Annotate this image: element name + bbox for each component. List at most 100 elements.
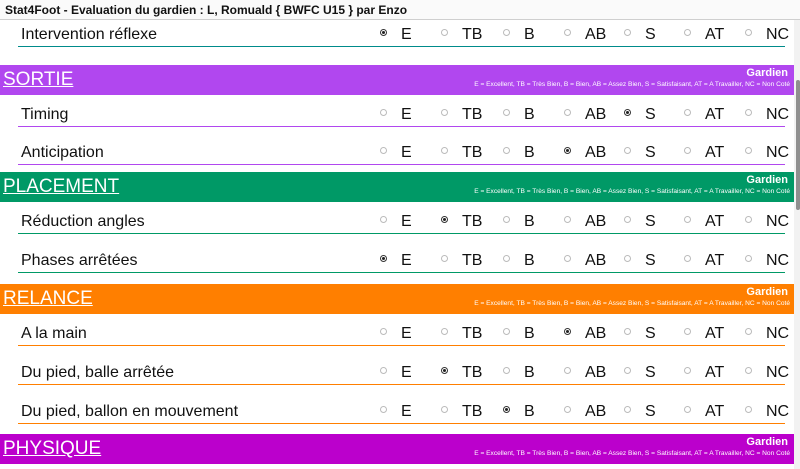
radio-s[interactable] [624,367,631,374]
rating-option-label: NC [766,144,790,161]
radio-tb[interactable] [441,147,448,154]
radio-nc[interactable] [745,216,752,223]
rating-option-label: NC [766,106,790,123]
rating-option-label: AB [585,325,607,342]
radio-b[interactable] [503,147,510,154]
section-title[interactable]: PLACEMENT [3,176,120,197]
radio-at[interactable] [684,29,691,36]
radio-nc[interactable] [745,29,752,36]
radio-s[interactable] [624,216,631,223]
rating-option-label: AT [705,26,725,43]
radio-at[interactable] [684,328,691,335]
radio-at[interactable] [684,147,691,154]
radio-tb[interactable] [441,406,448,413]
rating-option-label: AB [585,144,607,161]
row-underline [18,126,785,127]
section-title[interactable]: SORTIE [3,69,74,90]
criterion-label: Phases arrêtées [21,252,138,269]
radio-e[interactable] [380,367,387,374]
rating-legend: E = Excellent, TB = Très Bien, B = Bien,… [474,188,790,195]
evaluation-row: Timing E TB B AB S AT NC [0,96,794,130]
radio-at[interactable] [684,216,691,223]
rating-option-label: S [645,403,656,420]
radio-ab[interactable] [564,147,571,154]
rating-option-label: S [645,26,656,43]
scrollbar-thumb[interactable] [796,80,800,210]
radio-nc[interactable] [745,328,752,335]
rating-option-label: B [524,106,535,123]
radio-ab[interactable] [564,406,571,413]
scrollbar-track[interactable] [794,20,800,469]
radio-b[interactable] [503,328,510,335]
radio-ab[interactable] [564,29,571,36]
radio-e[interactable] [380,109,387,116]
radio-s[interactable] [624,328,631,335]
radio-tb[interactable] [441,216,448,223]
rating-option-label: B [524,26,535,43]
radio-ab[interactable] [564,216,571,223]
radio-s[interactable] [624,147,631,154]
section-role: Gardien [746,174,788,186]
radio-e[interactable] [380,406,387,413]
radio-s[interactable] [624,406,631,413]
rating-option-label: TB [462,26,483,43]
rating-option-label: E [401,403,412,420]
rating-option-label: TB [462,213,483,230]
rating-option-label: S [645,213,656,230]
row-underline [18,272,785,273]
radio-s[interactable] [624,109,631,116]
radio-e[interactable] [380,29,387,36]
rating-option-label: AT [705,106,725,123]
radio-ab[interactable] [564,255,571,262]
radio-ab[interactable] [564,109,571,116]
radio-nc[interactable] [745,255,752,262]
section-title[interactable]: PHYSIQUE [3,438,102,459]
section-title[interactable]: RELANCE [3,288,93,309]
section-role: Gardien [746,67,788,79]
radio-tb[interactable] [441,367,448,374]
radio-at[interactable] [684,109,691,116]
criterion-label: Timing [21,106,69,123]
radio-s[interactable] [624,29,631,36]
radio-nc[interactable] [745,406,752,413]
radio-at[interactable] [684,367,691,374]
radio-nc[interactable] [745,109,752,116]
radio-at[interactable] [684,255,691,262]
radio-b[interactable] [503,216,510,223]
rating-option-label: B [524,144,535,161]
rating-option-label: B [524,325,535,342]
radio-at[interactable] [684,406,691,413]
radio-s[interactable] [624,255,631,262]
rating-option-label: B [524,364,535,381]
radio-b[interactable] [503,406,510,413]
radio-tb[interactable] [441,29,448,36]
rating-option-label: NC [766,213,790,230]
radio-tb[interactable] [441,328,448,335]
rating-option-label: AT [705,144,725,161]
radio-tb[interactable] [441,109,448,116]
radio-b[interactable] [503,29,510,36]
rating-option-label: TB [462,364,483,381]
evaluation-row: Intervention réflexe E TB B AB S AT NC [0,16,794,50]
rating-option-label: S [645,106,656,123]
rating-legend: E = Excellent, TB = Très Bien, B = Bien,… [474,450,790,457]
rating-option-label: AT [705,252,725,269]
radio-b[interactable] [503,109,510,116]
rating-option-label: NC [766,252,790,269]
rating-option-label: NC [766,26,790,43]
criterion-label: Anticipation [21,144,104,161]
radio-ab[interactable] [564,367,571,374]
radio-b[interactable] [503,255,510,262]
radio-b[interactable] [503,367,510,374]
rating-option-label: AT [705,213,725,230]
radio-ab[interactable] [564,328,571,335]
radio-nc[interactable] [745,367,752,374]
radio-e[interactable] [380,255,387,262]
radio-e[interactable] [380,216,387,223]
radio-nc[interactable] [745,147,752,154]
radio-e[interactable] [380,328,387,335]
radio-e[interactable] [380,147,387,154]
radio-tb[interactable] [441,255,448,262]
rating-option-label: S [645,325,656,342]
rating-option-label: AB [585,106,607,123]
